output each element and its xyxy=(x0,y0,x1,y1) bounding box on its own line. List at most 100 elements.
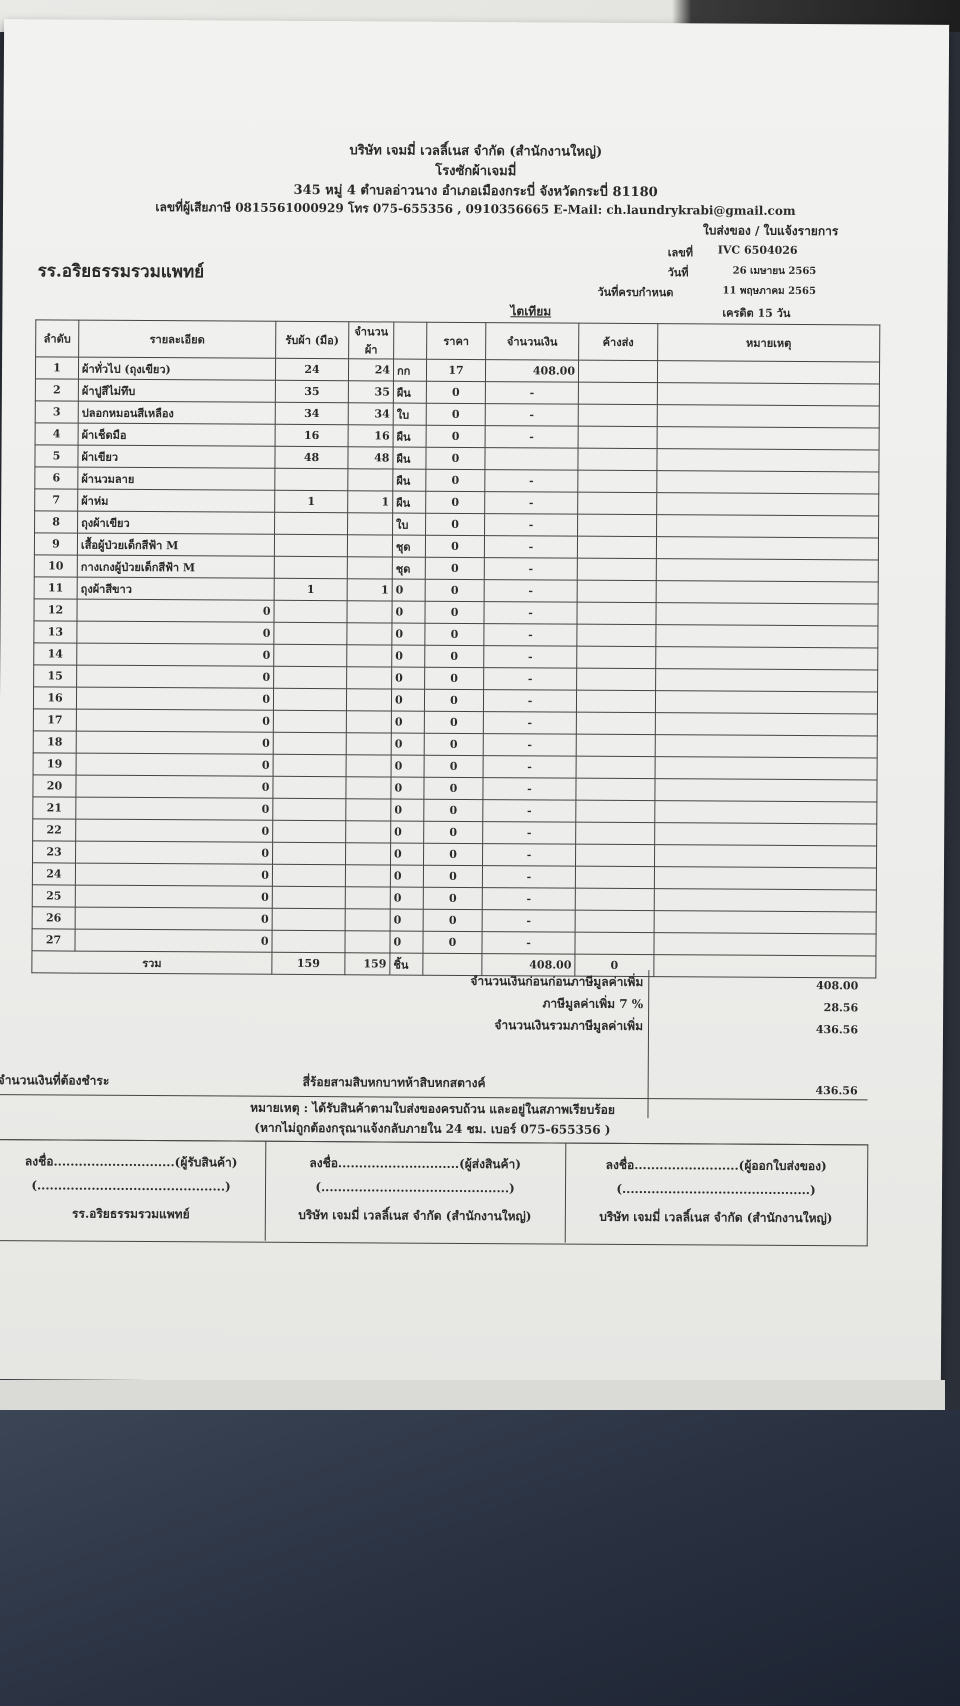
cell-amount xyxy=(484,447,579,471)
cell-received xyxy=(273,666,347,689)
cell-description: 0 xyxy=(75,863,273,887)
payable-value: 436.56 xyxy=(815,1084,858,1098)
cell-amount: - xyxy=(483,601,578,625)
cell-unit: ชุด xyxy=(392,535,426,558)
cell-unit: ผืน xyxy=(393,381,427,404)
cell-qty: 34 xyxy=(348,402,394,426)
cell-received xyxy=(271,930,346,953)
cell-seq: 11 xyxy=(34,576,78,600)
cell-price: 0 xyxy=(424,667,484,690)
department: ไตเทียม xyxy=(510,304,552,319)
cell-seq: 10 xyxy=(34,554,78,578)
paper-stack-edge xyxy=(0,1380,945,1410)
grand-total-label: จำนวนเงินรวมภาษีมูลค่าเพิ่ม xyxy=(494,1018,644,1034)
cell-price: 0 xyxy=(424,601,485,624)
cell-unit: 0 xyxy=(390,777,425,800)
cell-amount: - xyxy=(483,623,577,647)
cell-seq: 9 xyxy=(34,532,78,556)
cell-remark xyxy=(656,558,879,582)
subtotal-value: 408.00 xyxy=(816,979,859,993)
cell-seq: 21 xyxy=(32,796,76,820)
cell-outstanding xyxy=(577,492,657,515)
cell-price: 0 xyxy=(423,821,483,844)
cell-seq: 24 xyxy=(32,862,76,886)
cell-qty xyxy=(347,512,393,536)
signature-line: ลงชื่อ.........................(ผู้ออกใบ… xyxy=(605,1157,827,1174)
cell-price: 0 xyxy=(423,865,483,888)
cell-amount: - xyxy=(483,711,577,735)
cell-price: 0 xyxy=(424,733,484,756)
table-header-row: ลำดับ รายละเอียด รับผ้า (มือ) จำนวนผ้า ราคาจ… xyxy=(35,319,880,362)
doc-date: 26 เมษายน 2565 xyxy=(732,265,817,278)
cell-unit: 0 xyxy=(391,667,425,690)
invoice-paper: บริษัท เจมมี่ เวลลิ์เนส จำกัด (สำนักงานใ… xyxy=(0,19,950,1385)
cell-price: 0 xyxy=(423,887,483,910)
cell-price: 0 xyxy=(423,777,484,800)
cell-received xyxy=(274,556,348,579)
column-header: ราคา xyxy=(426,322,486,360)
cell-remark xyxy=(654,910,877,934)
cell-seq: 17 xyxy=(33,708,77,732)
cell-description: 0 xyxy=(76,709,274,733)
cell-amount: - xyxy=(482,777,577,801)
vat-label: ภาษีมูลค่าเพิ่ม 7 % xyxy=(542,996,644,1012)
cell-remark xyxy=(654,778,878,802)
cell-amount: - xyxy=(485,381,579,405)
cell-qty xyxy=(346,688,392,712)
cell-description: 0 xyxy=(75,819,273,843)
cell-seq: 4 xyxy=(35,422,79,446)
cell-qty: 35 xyxy=(348,380,394,404)
cell-seq: 3 xyxy=(35,400,79,424)
cell-qty: 1 xyxy=(347,578,393,602)
cell-received xyxy=(273,600,348,623)
cell-description: ผ้าเช็ดมือ xyxy=(78,423,276,447)
cell-remark xyxy=(655,756,878,780)
cell-description: 0 xyxy=(75,907,273,931)
cell-outstanding xyxy=(575,822,655,845)
customer-name: รร.อริยธรรมรวมแพทย์ xyxy=(37,261,205,283)
cell-description: ถุงผ้าเขียว xyxy=(77,511,275,535)
cell-price: 0 xyxy=(426,425,486,448)
background-fabric xyxy=(0,1410,960,1706)
cell-remark xyxy=(654,866,877,890)
signature-org: บริษัท เจมมี่ เวลลิ์เนส จำกัด (สำนักงานใ… xyxy=(599,1209,833,1226)
cell-price: 0 xyxy=(425,513,485,536)
cell-received xyxy=(272,864,346,887)
cell-qty xyxy=(347,468,393,492)
cell-description: 0 xyxy=(75,775,274,799)
cell-remark xyxy=(655,712,878,736)
cell-qty: 48 xyxy=(347,446,394,470)
cell-remark xyxy=(654,822,877,846)
cell-amount: - xyxy=(484,557,578,581)
cell-unit: 0 xyxy=(391,623,425,646)
cell-outstanding xyxy=(577,536,657,559)
cell-amount: 408.00 xyxy=(485,359,579,383)
cell-received xyxy=(274,468,348,491)
cell-outstanding xyxy=(575,910,655,933)
cell-unit: 0 xyxy=(392,579,426,602)
cell-qty xyxy=(347,556,393,580)
cell-price: 0 xyxy=(423,909,483,932)
cell-unit: 0 xyxy=(390,865,424,888)
cell-seq: 12 xyxy=(33,598,78,622)
column-header: หมายเหตุ xyxy=(657,323,880,362)
doc-due-label: วันที่ครบกำหนด xyxy=(597,285,674,300)
cell-seq: 23 xyxy=(32,840,76,864)
cell-remark xyxy=(655,602,879,626)
cell-received: 1 xyxy=(274,490,348,513)
cell-received xyxy=(273,710,347,733)
cell-qty xyxy=(346,710,392,734)
column-header: จำนวนเงิน xyxy=(485,322,579,361)
cell-price: 17 xyxy=(426,359,486,382)
cell-remark xyxy=(655,690,878,714)
cell-outstanding xyxy=(575,778,656,801)
cell-received: 48 xyxy=(274,446,349,469)
cell-seq: 7 xyxy=(34,488,78,512)
cell-description: ผ้าทั่วไป (ถุงเขียว) xyxy=(78,357,276,381)
cell-seq: 20 xyxy=(32,774,77,798)
cell-remark xyxy=(655,624,878,648)
cell-received: 24 xyxy=(275,358,349,381)
cell-amount: - xyxy=(485,425,579,449)
cell-remark xyxy=(657,404,880,428)
cell-unit: ผืน xyxy=(392,447,427,470)
